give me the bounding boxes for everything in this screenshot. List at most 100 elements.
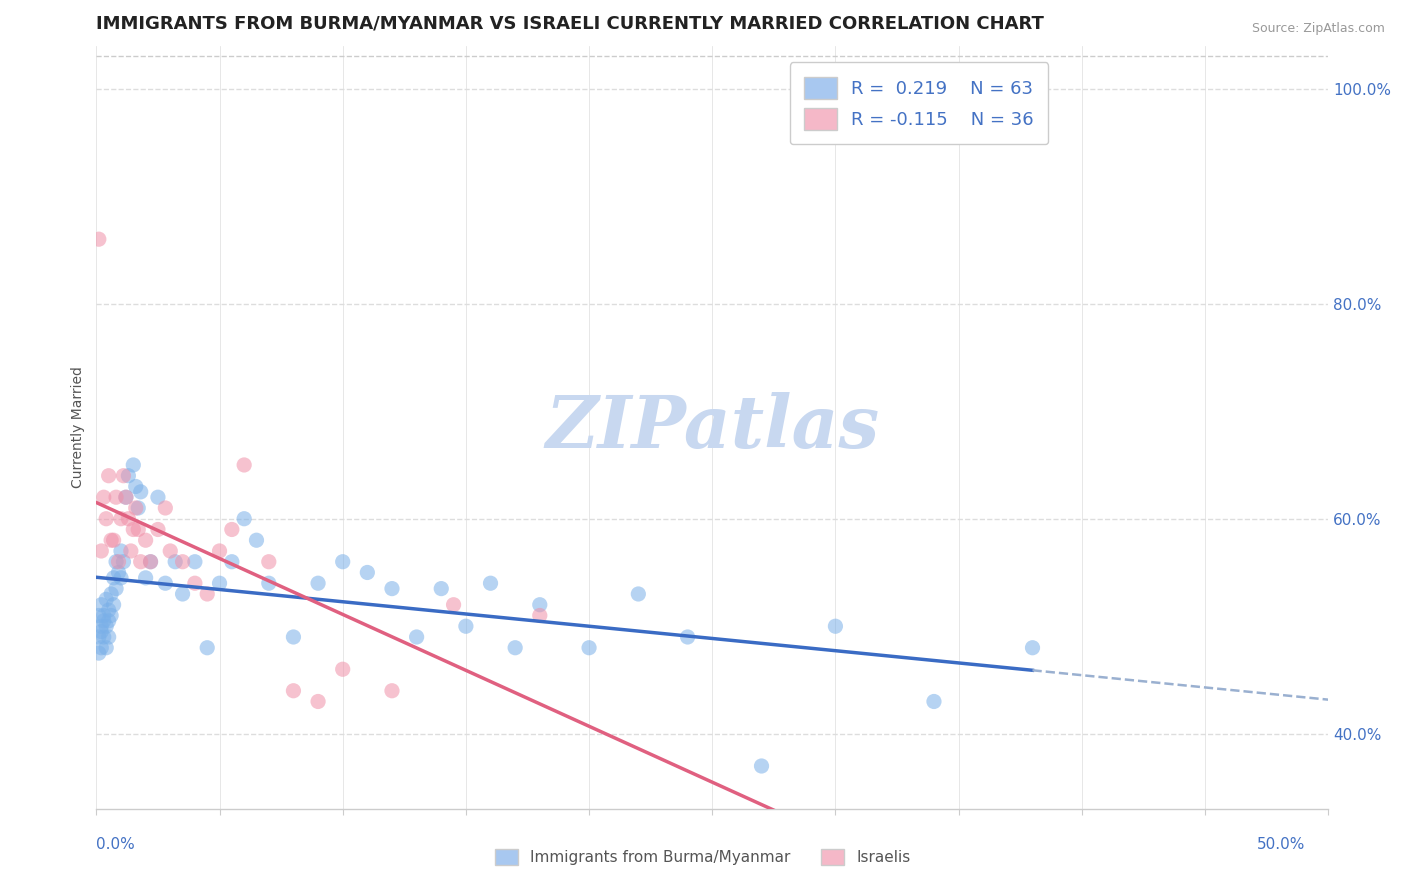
Point: [1021, 640, 1043, 655]
Point: [529, 598, 551, 612]
Point: [307, 694, 329, 708]
Point: [172, 555, 194, 569]
Point: [115, 490, 138, 504]
Point: [430, 582, 453, 596]
Point: [245, 533, 267, 548]
Point: [103, 571, 125, 585]
Point: [96, 619, 118, 633]
Point: [100, 533, 122, 548]
Point: [90, 544, 112, 558]
Point: [125, 500, 148, 515]
Point: [112, 468, 135, 483]
Point: [405, 630, 427, 644]
Point: [529, 608, 551, 623]
Point: [184, 576, 207, 591]
Point: [307, 576, 329, 591]
Point: [221, 555, 243, 569]
Point: [381, 582, 404, 596]
Point: [90, 640, 112, 655]
Point: [479, 576, 502, 591]
Point: [221, 523, 243, 537]
Point: [172, 587, 194, 601]
Point: [90, 624, 112, 639]
Point: [135, 571, 157, 585]
Point: [139, 555, 162, 569]
Point: [135, 533, 157, 548]
Point: [97, 630, 120, 644]
Point: [824, 619, 846, 633]
Point: [93, 614, 115, 628]
Point: [283, 630, 305, 644]
Y-axis label: Currently Married: Currently Married: [72, 367, 86, 488]
Point: [922, 694, 945, 708]
Point: [208, 544, 231, 558]
Point: [90, 598, 112, 612]
Point: [122, 523, 145, 537]
Point: [97, 614, 120, 628]
Point: [90, 619, 112, 633]
Point: [146, 523, 169, 537]
Point: [332, 555, 354, 569]
Point: [257, 555, 280, 569]
Point: [107, 555, 129, 569]
Point: [356, 566, 378, 580]
Point: [129, 555, 152, 569]
Point: [96, 640, 118, 655]
Legend: Immigrants from Burma/Myanmar, Israelis: Immigrants from Burma/Myanmar, Israelis: [489, 843, 917, 871]
Point: [107, 566, 129, 580]
Point: [96, 512, 118, 526]
Point: [381, 683, 404, 698]
Text: IMMIGRANTS FROM BURMA/MYANMAR VS ISRAELI CURRENTLY MARRIED CORRELATION CHART: IMMIGRANTS FROM BURMA/MYANMAR VS ISRAELI…: [97, 15, 1045, 33]
Point: [208, 576, 231, 591]
Text: 50.0%: 50.0%: [1257, 838, 1305, 852]
Point: [110, 544, 132, 558]
Point: [103, 598, 125, 612]
Point: [125, 479, 148, 493]
Point: [195, 640, 218, 655]
Point: [110, 512, 132, 526]
Point: [97, 603, 120, 617]
Point: [155, 500, 177, 515]
Point: [96, 592, 118, 607]
Point: [112, 555, 135, 569]
Point: [100, 608, 122, 623]
Point: [283, 683, 305, 698]
Point: [503, 640, 526, 655]
Point: [233, 512, 256, 526]
Point: [751, 759, 773, 773]
Point: [139, 555, 162, 569]
Point: [120, 544, 142, 558]
Point: [676, 630, 699, 644]
Point: [117, 468, 139, 483]
Point: [578, 640, 600, 655]
Point: [155, 576, 177, 591]
Point: [146, 490, 169, 504]
Point: [87, 232, 110, 246]
Point: [117, 512, 139, 526]
Point: [87, 646, 110, 660]
Point: [122, 458, 145, 472]
Point: [127, 523, 149, 537]
Point: [184, 555, 207, 569]
Point: [103, 533, 125, 548]
Point: [93, 630, 115, 644]
Point: [257, 576, 280, 591]
Point: [105, 582, 128, 596]
Point: [332, 662, 354, 676]
Point: [129, 484, 152, 499]
Point: [115, 490, 138, 504]
Point: [159, 544, 181, 558]
Point: [454, 619, 477, 633]
Point: [87, 630, 110, 644]
Text: 0.0%: 0.0%: [96, 838, 135, 852]
Point: [127, 500, 149, 515]
Point: [100, 587, 122, 601]
Legend: R =  0.219    N = 63, R = -0.115    N = 36: R = 0.219 N = 63, R = -0.115 N = 36: [790, 62, 1047, 145]
Point: [97, 468, 120, 483]
Point: [233, 458, 256, 472]
Text: ZIPatlas: ZIPatlas: [546, 392, 879, 463]
Point: [105, 490, 128, 504]
Point: [105, 555, 128, 569]
Point: [87, 608, 110, 623]
Point: [443, 598, 465, 612]
